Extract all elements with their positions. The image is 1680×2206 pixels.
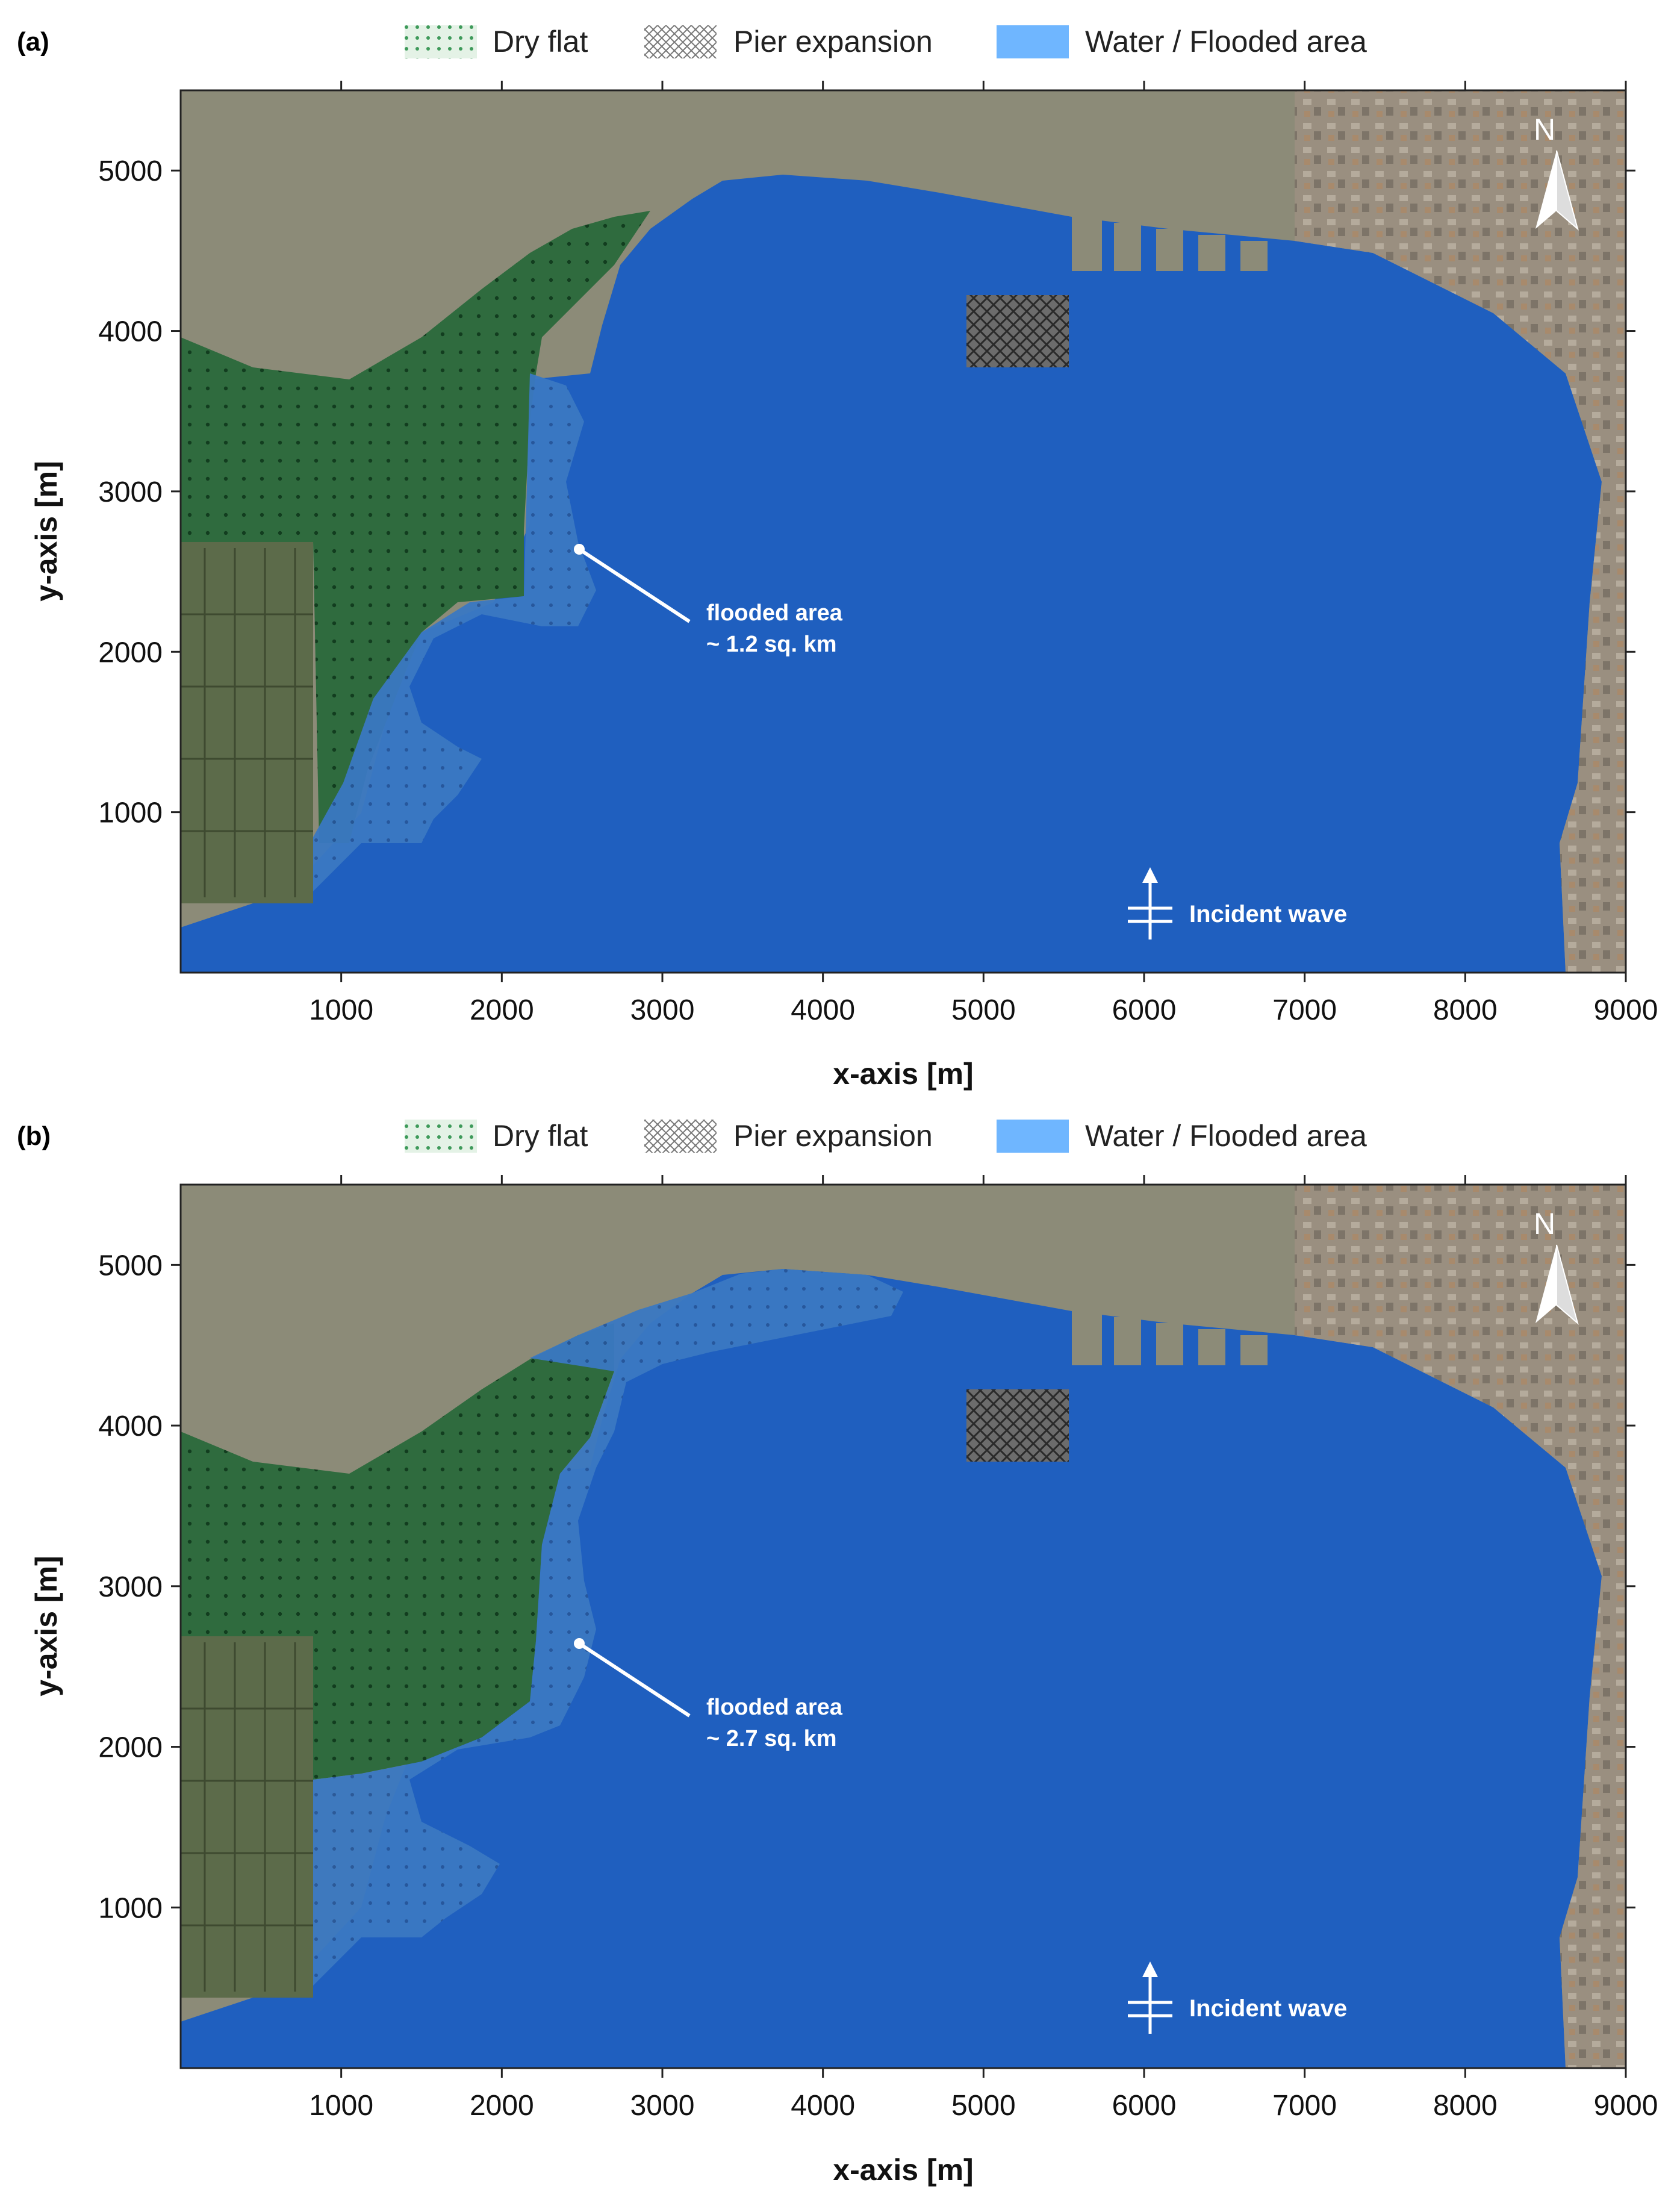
legend-label-dry-flat: Dry flat: [493, 25, 588, 58]
legend-swatch-water: [997, 25, 1069, 58]
x-tick-label: 4000: [791, 994, 855, 1026]
y-tick-label: 3000: [98, 476, 163, 508]
pier-expansion-area: [966, 295, 1069, 367]
y-tick-label: 4000: [98, 316, 163, 348]
map-panel-b: (b) Dry flat Pier expansion Water / Floo…: [0, 1099, 1680, 2203]
y-axis-label: y-axis [m]: [30, 461, 63, 601]
x-tick-label: 1000: [309, 994, 373, 1026]
legend-swatch-dry-flat: [405, 25, 477, 58]
x-tick-label: 3000: [630, 2090, 695, 2122]
x-tick-label: 9000: [1594, 2090, 1658, 2122]
dry-flat-area: [181, 1323, 614, 1780]
farm-area: [181, 1636, 313, 1998]
flooded-area: [313, 373, 596, 891]
map-area: [181, 1185, 1626, 2068]
x-tick-label: 2000: [470, 2090, 534, 2122]
legend-swatch-water: [997, 1120, 1069, 1153]
x-tick-label: 8000: [1433, 994, 1498, 1026]
incident-wave-icon: [1128, 1961, 1172, 2034]
y-axis: 1000 2000 3000 4000 5000: [98, 1250, 1635, 1924]
x-axis: 1000 2000 3000 4000 5000 6000 7000 8000 9000: [309, 81, 1658, 1026]
x-tick-label: 7000: [1272, 994, 1337, 1026]
city-area: [1295, 1185, 1626, 2068]
x-tick-label: 5000: [951, 994, 1016, 1026]
y-axis: 1000 2000 3000 4000 5000: [98, 155, 1635, 829]
annotation-text-line2: ~ 1.2 sq. km: [706, 632, 837, 657]
map-area: [181, 90, 1626, 973]
x-axis-label: x-axis [m]: [833, 1057, 973, 1091]
north-arrow-icon: N: [1534, 113, 1579, 231]
incident-wave-label: Incident wave: [1189, 901, 1347, 927]
legend-swatch-pier-expansion: [644, 1120, 717, 1153]
panel-tag: (b): [17, 1121, 51, 1151]
annotation-text-line2: ~ 2.7 sq. km: [706, 1726, 837, 1751]
y-tick-label: 2000: [98, 637, 163, 668]
flooded-area: [313, 1269, 903, 1986]
plot-frame: [179, 1183, 1627, 2069]
annotation-text-line1: flooded area: [706, 600, 843, 626]
legend: Dry flat Pier expansion Water / Flooded …: [405, 1119, 1367, 1153]
y-axis-label: y-axis [m]: [30, 1556, 63, 1696]
north-arrow-icon: N: [1534, 1207, 1579, 1325]
x-axis: 1000 2000 3000 4000 5000 6000 7000 8000 9000: [309, 1175, 1658, 2122]
farm-area: [181, 542, 313, 903]
flood-annotation: flooded area ~ 2.7 sq. km: [574, 1638, 843, 1751]
x-tick-label: 3000: [630, 994, 695, 1026]
legend-swatch-pier-expansion: [644, 25, 717, 58]
y-tick-label: 4000: [98, 1410, 163, 1442]
y-tick-label: 2000: [98, 1732, 163, 1764]
annotation-text-line1: flooded area: [706, 1695, 843, 1720]
y-tick-label: 3000: [98, 1571, 163, 1603]
north-label: N: [1534, 1207, 1555, 1241]
plot-frame: [179, 89, 1627, 974]
y-tick-label: 1000: [98, 1892, 163, 1924]
north-label: N: [1534, 113, 1555, 146]
legend-swatch-dry-flat: [405, 1120, 477, 1153]
pier-expansion-area: [966, 1389, 1069, 1462]
panel-tag: (a): [17, 27, 49, 57]
x-axis-label: x-axis [m]: [833, 2153, 973, 2187]
legend-label-pier-expansion: Pier expansion: [733, 25, 933, 58]
dry-flat-area: [181, 211, 650, 843]
flood-annotation: flooded area ~ 1.2 sq. km: [574, 544, 843, 657]
x-tick-label: 7000: [1272, 2090, 1337, 2122]
x-tick-label: 4000: [791, 2090, 855, 2122]
y-tick-label: 1000: [98, 797, 163, 829]
y-tick-label: 5000: [98, 1250, 163, 1282]
x-tick-label: 6000: [1112, 2090, 1177, 2122]
legend-label-pier-expansion: Pier expansion: [733, 1119, 933, 1153]
incident-wave-icon: [1128, 867, 1172, 939]
legend: Dry flat Pier expansion Water / Flooded …: [405, 25, 1367, 58]
legend-label-water: Water / Flooded area: [1085, 1119, 1367, 1153]
y-tick-label: 5000: [98, 155, 163, 187]
x-tick-label: 8000: [1433, 2090, 1498, 2122]
legend-label-dry-flat: Dry flat: [493, 1119, 588, 1153]
map-panel-a: (a) Dry flat Pier expansion Water / Floo…: [0, 0, 1680, 1099]
city-area: [1295, 90, 1626, 973]
x-tick-label: 1000: [309, 2090, 373, 2122]
x-tick-label: 6000: [1112, 994, 1177, 1026]
x-tick-label: 5000: [951, 2090, 1016, 2122]
incident-wave-label: Incident wave: [1189, 1995, 1347, 2022]
legend-label-water: Water / Flooded area: [1085, 25, 1367, 58]
x-tick-label: 9000: [1594, 994, 1658, 1026]
x-tick-label: 2000: [470, 994, 534, 1026]
